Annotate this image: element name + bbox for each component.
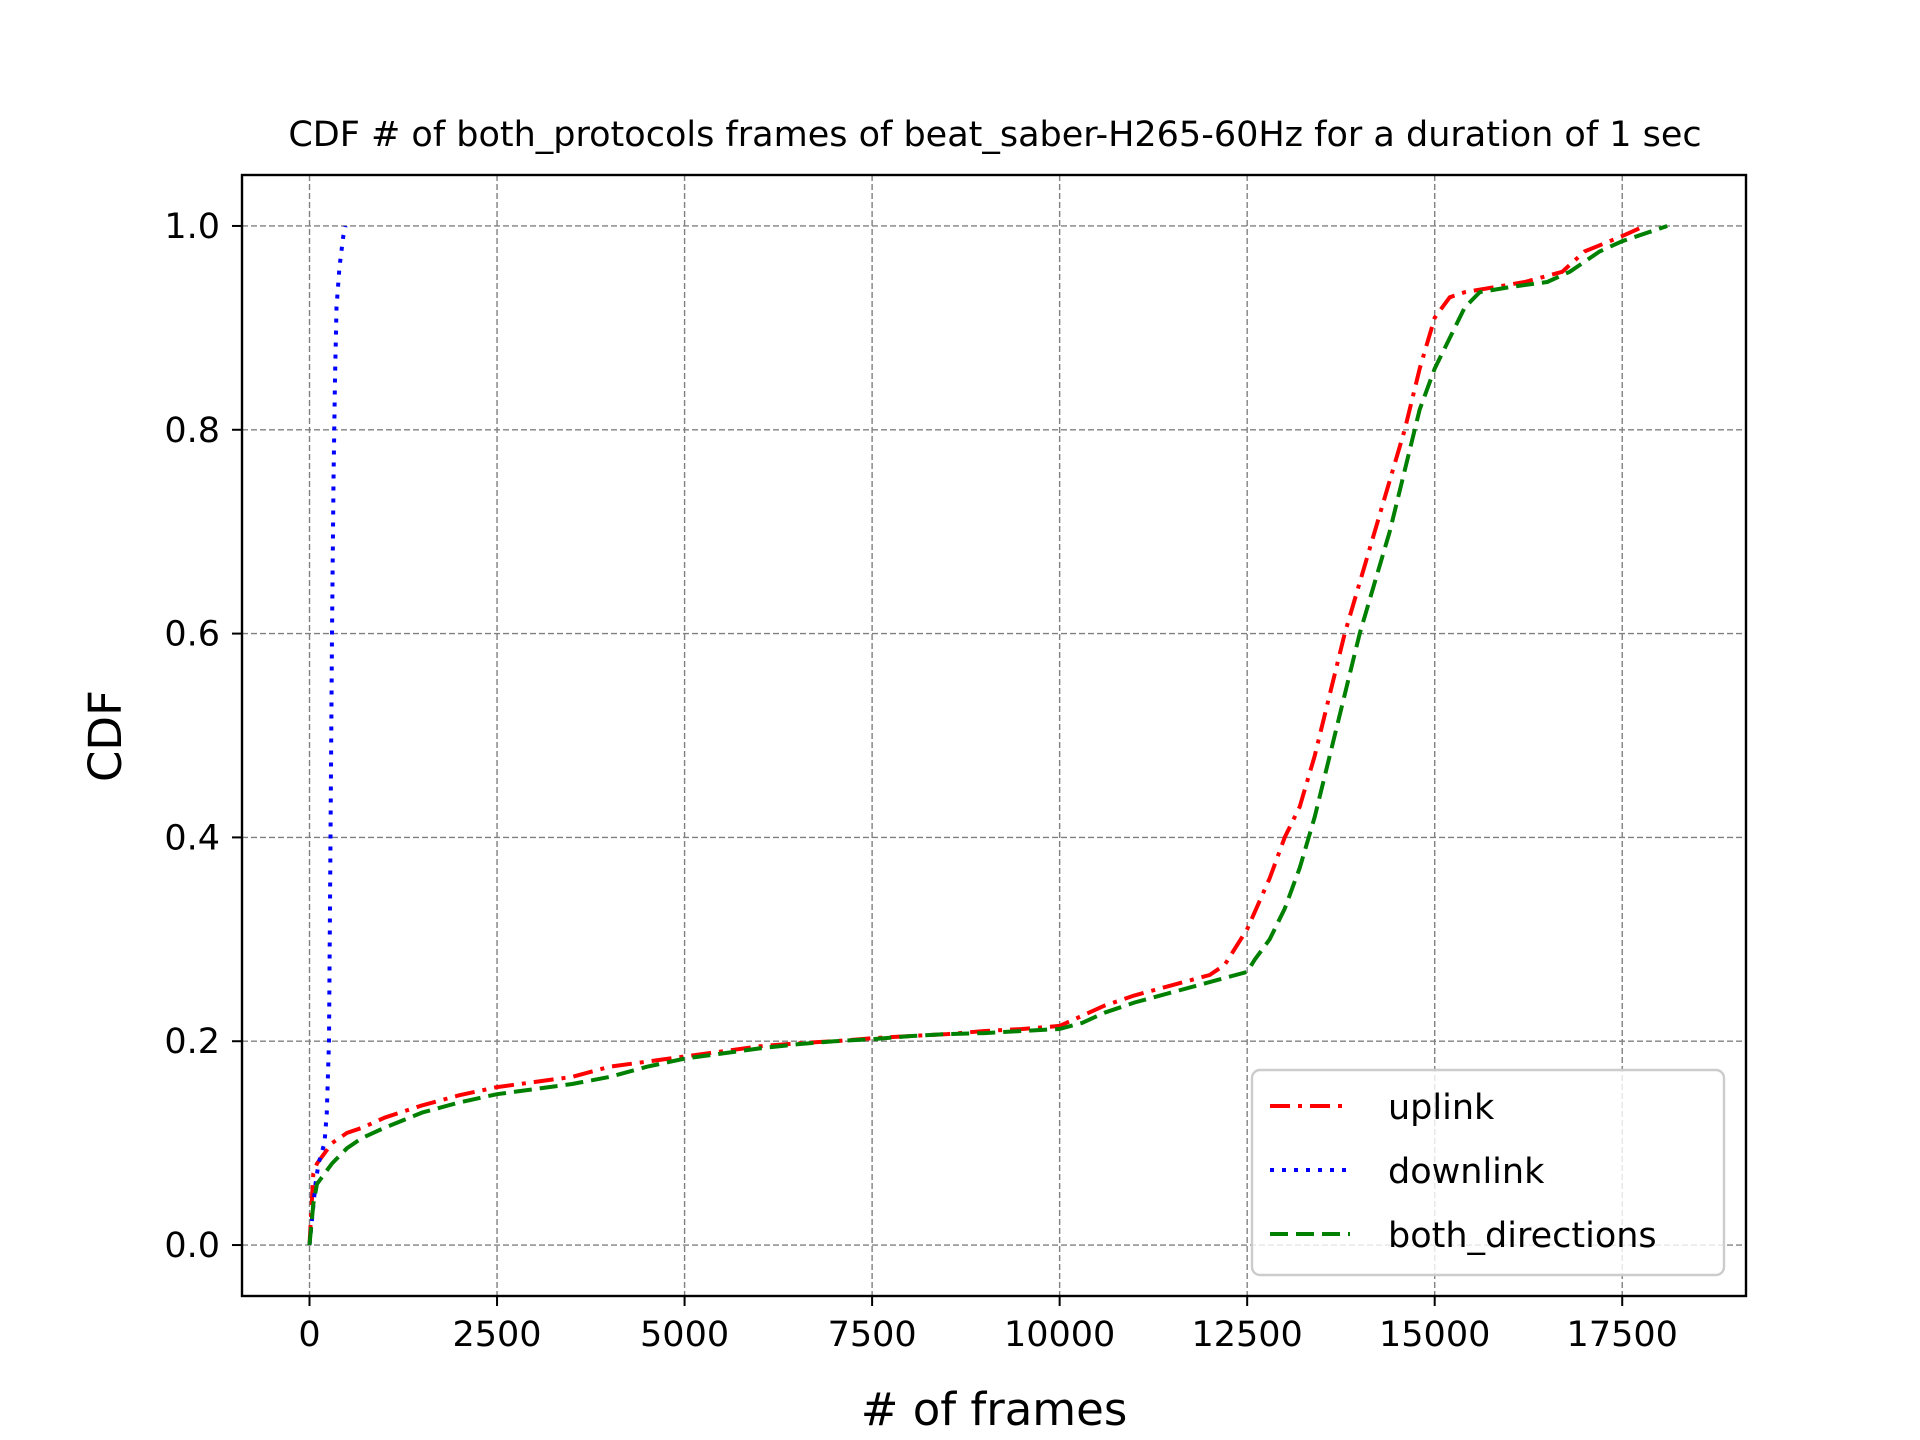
plot-area-frame — [240, 173, 1748, 1298]
y-axis-label: CDF — [79, 690, 132, 782]
y-tick-label: 0.8 — [164, 411, 220, 451]
x-axis-label: # of frames — [861, 1383, 1128, 1436]
y-tick-label: 0.0 — [164, 1226, 220, 1266]
y-axis-ticks: 0.0 0.2 0.4 0.6 0.8 1.0 — [164, 207, 242, 1266]
legend-label-downlink: downlink — [1388, 1152, 1545, 1192]
x-tick-label: 12500 — [1191, 1315, 1302, 1355]
x-tick-label: 5000 — [640, 1315, 729, 1355]
chart-title: CDF # of both_protocols frames of beat_s… — [288, 115, 1701, 155]
y-tick-label: 1.0 — [164, 207, 220, 247]
legend-box — [1250, 1068, 1726, 1277]
x-tick-label: 0 — [298, 1315, 320, 1355]
x-tick-label: 15000 — [1379, 1315, 1490, 1355]
series-lines — [307, 224, 1668, 1246]
legend-label-uplink: uplink — [1388, 1088, 1495, 1128]
x-tick-label: 17500 — [1567, 1315, 1678, 1355]
legend-items: uplink downlink both_directions — [1270, 1088, 1657, 1256]
x-axis-ticks: 0 2500 5000 7500 10000 12500 15000 17500 — [298, 1296, 1678, 1355]
y-tick-label: 0.4 — [164, 818, 220, 858]
legend: uplink downlink both_directions — [1250, 1068, 1726, 1277]
x-tick-label: 7500 — [828, 1315, 917, 1355]
x-tick-label: 10000 — [1004, 1315, 1115, 1355]
x-tick-label: 2500 — [453, 1315, 542, 1355]
y-tick-label: 0.6 — [164, 615, 220, 655]
series-line-both-directions — [307, 224, 1668, 1246]
legend-label-both-directions: both_directions — [1388, 1216, 1657, 1256]
series-line-uplink — [307, 224, 1646, 1246]
y-tick-label: 0.2 — [164, 1022, 220, 1062]
